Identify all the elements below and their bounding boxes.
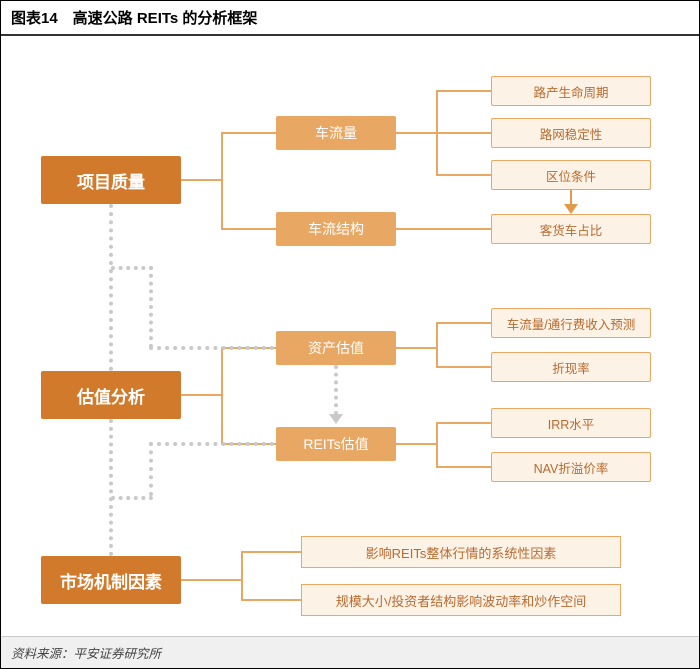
wide-scale: 规模大小/投资者结构影响波动率和炒作空间 xyxy=(301,584,621,616)
lvl1-market-mechanism: 市场机制因素 xyxy=(41,556,181,604)
arrow-down-icon xyxy=(329,414,343,424)
lvl3-nav: NAV折溢价率 xyxy=(491,452,651,482)
conn xyxy=(396,228,491,230)
lvl3-revenue-forecast: 车流量/通行费收入预测 xyxy=(491,308,651,338)
conn xyxy=(436,174,491,176)
conn xyxy=(181,579,241,581)
conn xyxy=(436,422,438,468)
dash xyxy=(149,442,274,446)
lvl3-vehicle-ratio: 客货车占比 xyxy=(491,214,651,244)
lvl2-asset-valuation: 资产估值 xyxy=(276,331,396,365)
conn xyxy=(436,322,438,368)
chart-title: 图表14 高速公路 REITs 的分析框架 xyxy=(1,1,699,36)
dash xyxy=(149,442,153,496)
diagram-canvas: 项目质量 估值分析 市场机制因素 车流量 车流结构 资产估值 REITs估值 路… xyxy=(1,36,699,636)
chart-frame: 图表14 高速公路 REITs 的分析框架 项目质量 估值分析 市场机制因素 车… xyxy=(0,0,700,669)
dash xyxy=(109,419,113,556)
conn xyxy=(396,443,436,445)
lvl3-network-stability: 路网稳定性 xyxy=(491,118,651,148)
conn xyxy=(241,551,301,553)
lvl3-lifecycle: 路产生命周期 xyxy=(491,76,651,106)
conn xyxy=(241,599,301,601)
conn xyxy=(436,466,491,468)
dash xyxy=(334,365,338,415)
lvl3-discount-rate: 折现率 xyxy=(491,352,651,382)
conn xyxy=(221,132,223,230)
lvl2-traffic-structure: 车流结构 xyxy=(276,212,396,246)
dash xyxy=(111,496,153,500)
lvl2-reits-valuation: REITs估值 xyxy=(276,427,396,461)
conn xyxy=(436,90,491,92)
conn xyxy=(436,422,491,424)
lvl3-irr: IRR水平 xyxy=(491,408,651,438)
arrow-down-icon xyxy=(564,204,578,214)
lvl1-valuation: 估值分析 xyxy=(41,371,181,419)
conn xyxy=(181,179,221,181)
conn xyxy=(221,347,223,445)
wide-systemic: 影响REITs整体行情的系统性因素 xyxy=(301,536,621,568)
conn xyxy=(181,394,221,396)
conn xyxy=(221,228,276,230)
conn xyxy=(221,132,276,134)
conn xyxy=(396,347,436,349)
lvl3-location: 区位条件 xyxy=(491,160,651,190)
lvl2-traffic-volume: 车流量 xyxy=(276,116,396,150)
dash xyxy=(111,266,153,270)
dash xyxy=(149,346,274,350)
source-line: 资料来源：平安证券研究所 xyxy=(1,636,699,668)
conn xyxy=(436,132,491,134)
lvl1-project-quality: 项目质量 xyxy=(41,156,181,204)
conn xyxy=(396,132,436,134)
conn xyxy=(436,322,491,324)
conn xyxy=(436,366,491,368)
conn xyxy=(241,551,243,601)
dash xyxy=(109,204,113,371)
dash xyxy=(149,266,153,348)
